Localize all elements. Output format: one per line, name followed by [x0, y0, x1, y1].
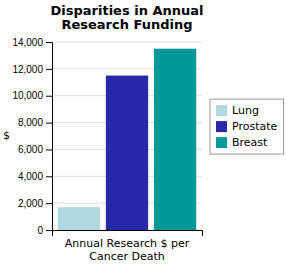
- y-tick-label: 0: [37, 225, 43, 236]
- y-tick-label: 2,000: [18, 198, 43, 209]
- legend-swatch: [216, 105, 227, 116]
- y-tick-label: 12,000: [12, 64, 43, 75]
- y-tick-label: 6,000: [18, 144, 43, 155]
- plot-area: 0 2,000 4,000 6,000 8,000 10,000 12,000 14,000: [12, 37, 202, 236]
- legend-swatch: [216, 137, 227, 148]
- y-tick-mark: [46, 96, 52, 97]
- x-axis-title-line: Cancer Death: [89, 250, 165, 263]
- y-tick-label: 4,000: [18, 171, 43, 182]
- chart: 0 2,000 4,000 6,000 8,000 10,000 12,000 14,000 D…: [0, 0, 287, 270]
- legend-label: Lung: [232, 104, 259, 117]
- y-tick-mark: [46, 123, 52, 124]
- title-line: Research Funding: [61, 17, 192, 32]
- grid-line: [52, 42, 202, 43]
- y-tick: 4,000: [18, 171, 52, 182]
- y-axis: 0 2,000 4,000 6,000 8,000 10,000 12,000 14,000: [12, 37, 52, 236]
- y-tick-mark: [46, 203, 52, 204]
- y-tick: 14,000: [12, 37, 52, 48]
- y-tick: 10,000: [12, 90, 52, 101]
- bars: [58, 49, 196, 230]
- y-tick: 8,000: [18, 117, 52, 128]
- bar: [154, 49, 196, 230]
- legend-swatch: [216, 121, 227, 132]
- y-tick-mark: [46, 42, 52, 43]
- y-tick-mark: [46, 149, 52, 150]
- grid: [52, 42, 202, 230]
- y-tick: 12,000: [12, 64, 52, 75]
- y-axis-title: $: [3, 129, 10, 142]
- x-axis: [53, 231, 203, 237]
- x-axis-title: Annual Research $ perCancer Death: [65, 237, 190, 263]
- y-tick-label: 10,000: [12, 90, 43, 101]
- legend-label: Prostate: [232, 120, 278, 133]
- legend-label: Breast: [232, 136, 268, 149]
- y-tick-label: 14,000: [12, 37, 43, 48]
- y-axis-line: [46, 43, 53, 231]
- bar: [106, 76, 148, 230]
- y-tick: 0: [37, 225, 52, 236]
- legend: Lung Prostate Breast: [210, 99, 284, 154]
- legend-frame: [210, 99, 284, 154]
- x-axis-title-line: Annual Research $ per: [65, 237, 190, 250]
- legend-item: Lung: [216, 104, 259, 117]
- bar: [58, 207, 100, 230]
- y-tick: 6,000: [18, 144, 52, 155]
- x-axis-line: [53, 231, 203, 237]
- title-line: Disparities in Annual: [51, 3, 204, 18]
- legend-item: Prostate: [216, 120, 278, 133]
- y-tick-mark: [46, 230, 52, 231]
- y-tick-mark: [46, 69, 52, 70]
- y-tick: 2,000: [18, 198, 52, 209]
- y-tick-mark: [46, 176, 52, 177]
- legend-items: Lung Prostate Breast: [216, 104, 278, 149]
- y-tick-label: 8,000: [18, 117, 43, 128]
- legend-item: Breast: [216, 136, 268, 149]
- title: Disparities in AnnualResearch Funding: [51, 3, 204, 32]
